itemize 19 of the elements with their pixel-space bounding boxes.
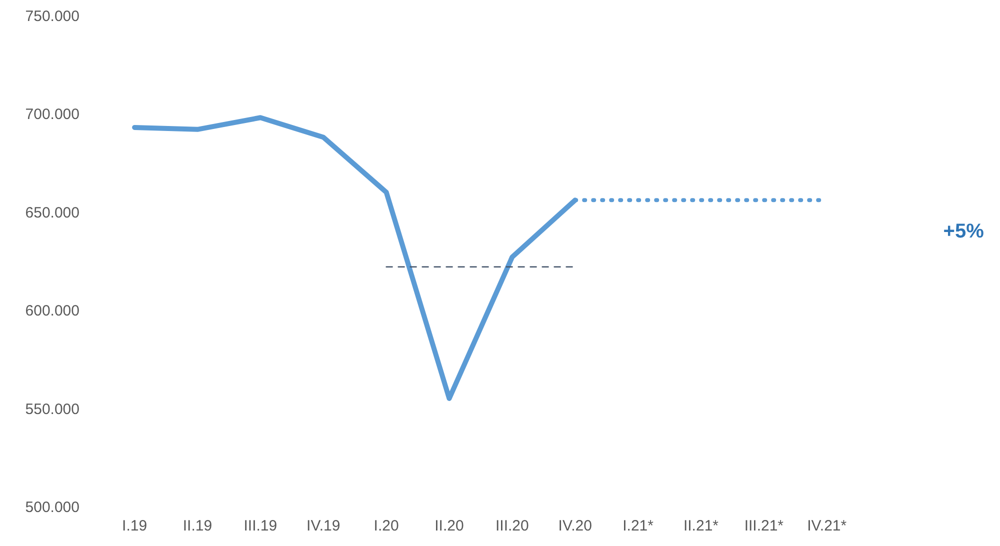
x-tick-label: I.21* bbox=[622, 518, 654, 534]
y-tick-label: 500.000 bbox=[25, 499, 80, 516]
text: +5% bbox=[943, 220, 984, 243]
y-tick-label: 550.000 bbox=[25, 400, 80, 418]
x-tick-label: IV.21* bbox=[807, 518, 847, 534]
x-tick-label: III.19 bbox=[244, 518, 278, 534]
y-tick-label: 650.000 bbox=[25, 204, 80, 222]
x-tick-label: III.20 bbox=[496, 518, 529, 534]
x-tick-label: I.20 bbox=[374, 518, 399, 534]
x-tick-label: IV.19 bbox=[306, 518, 340, 534]
y-tick-label: 600.000 bbox=[25, 302, 80, 320]
x-tick-label: I.19 bbox=[122, 518, 148, 534]
x-tick-label: IV.20 bbox=[558, 518, 592, 534]
x-tick-label: III.21* bbox=[744, 518, 784, 534]
x-tick-label: II.21* bbox=[683, 518, 719, 534]
y-tick-label: 750.000 bbox=[25, 8, 80, 25]
x-tick-label: II.20 bbox=[434, 518, 464, 534]
y-tick-label: 700.000 bbox=[25, 106, 80, 124]
x-tick-label: II.19 bbox=[182, 518, 212, 534]
